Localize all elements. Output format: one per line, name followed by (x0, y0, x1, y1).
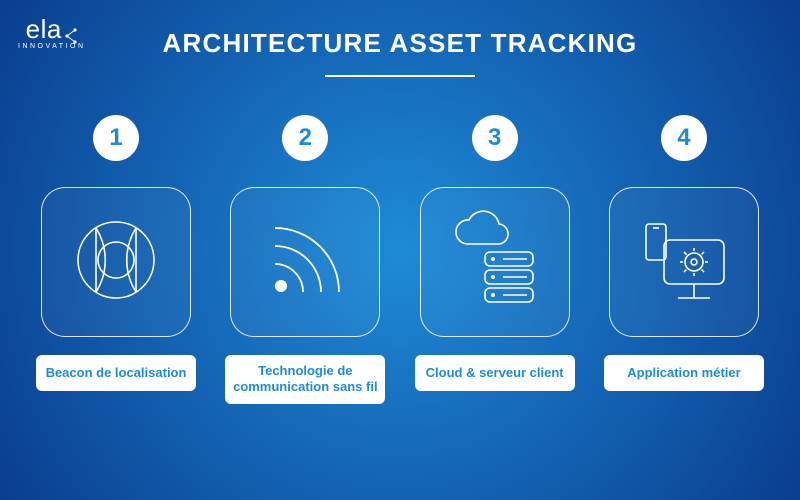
logo-text: ela (26, 14, 78, 45)
step-icon-box (41, 187, 191, 337)
logo-network-icon (64, 21, 78, 39)
cloud-server-icon (445, 210, 545, 315)
step-number: 1 (109, 124, 122, 152)
step-icon-box (420, 187, 570, 337)
step-label-text: Application métier (627, 365, 740, 381)
step-2: 2 Technologie de communication sans fil (225, 115, 385, 404)
step-label-text: Technologie de communication sans fil (231, 363, 379, 396)
step-number: 4 (677, 124, 690, 152)
step-3: 3 (415, 115, 575, 404)
page-title: ARCHITECTURE ASSET TRACKING (0, 28, 800, 59)
step-label: Technologie de communication sans fil (225, 355, 385, 404)
logo-main-text: ela (26, 14, 62, 45)
step-number-badge: 1 (93, 115, 139, 161)
step-4: 4 (604, 115, 764, 404)
app-devices-icon (634, 210, 734, 315)
beacon-icon (66, 210, 166, 315)
steps-row: 1 Beacon de localisation (0, 77, 800, 404)
step-number-badge: 2 (282, 115, 328, 161)
logo-subtitle: INNOVATION (18, 43, 86, 50)
step-number: 2 (299, 124, 312, 152)
brand-logo: ela INNOVATION (18, 14, 86, 50)
step-label-text: Cloud & serveur client (426, 365, 564, 381)
step-icon-box (609, 187, 759, 337)
step-label: Beacon de localisation (36, 355, 196, 391)
step-label: Application métier (604, 355, 764, 391)
wireless-icon (255, 210, 355, 315)
step-icon-box (230, 187, 380, 337)
step-label-text: Beacon de localisation (46, 365, 187, 381)
step-number: 3 (488, 124, 501, 152)
step-label: Cloud & serveur client (415, 355, 575, 391)
infographic-canvas: ela INNOVATION ARCHITECTURE ASSET TRACKI… (0, 0, 800, 500)
step-1: 1 Beacon de localisation (36, 115, 196, 404)
step-number-badge: 4 (661, 115, 707, 161)
step-number-badge: 3 (472, 115, 518, 161)
